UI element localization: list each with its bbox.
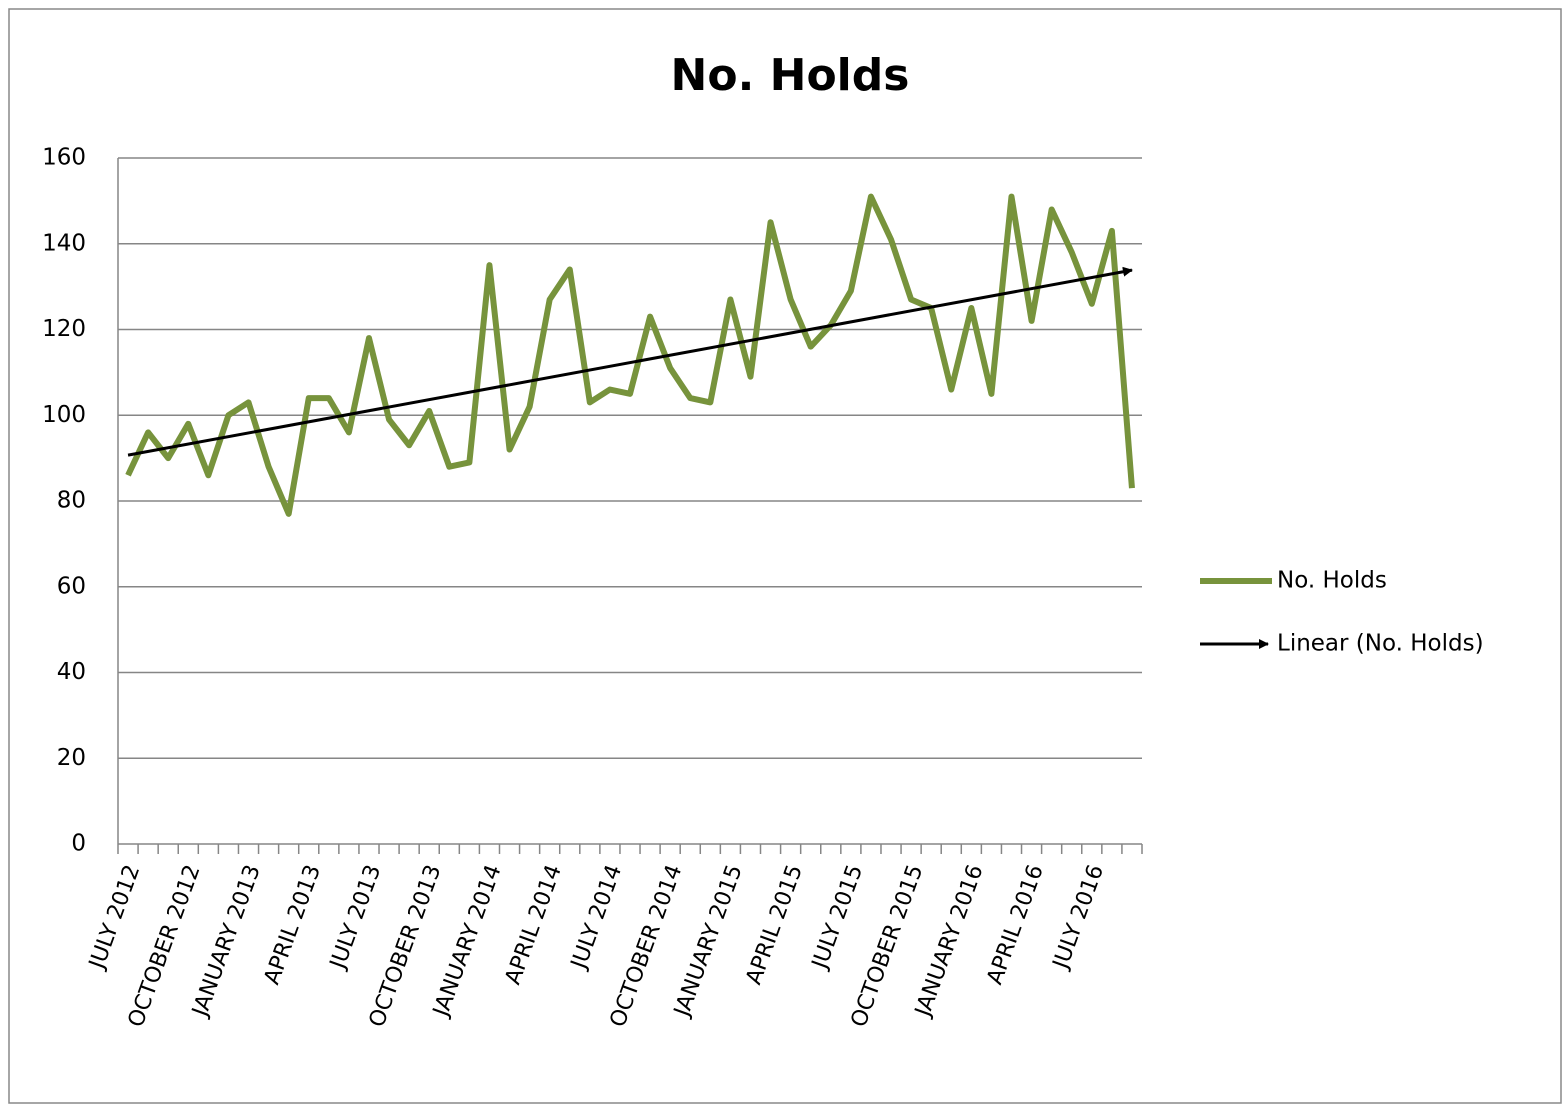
y-tick-label: 100 [42, 402, 86, 428]
y-tick-label: 20 [57, 745, 86, 771]
chart-border [8, 8, 1562, 1104]
y-tick-label: 80 [57, 488, 86, 514]
y-tick-label: 40 [57, 659, 86, 685]
y-tick-label: 120 [42, 316, 86, 342]
y-tick-label: 160 [42, 145, 86, 171]
trendline [127, 266, 1133, 457]
legend-label: No. Holds [1277, 568, 1387, 594]
y-tick-label: 0 [71, 831, 86, 857]
y-tick-label: 60 [57, 573, 86, 599]
y-tick-label: 140 [42, 230, 86, 256]
legend-label: Linear (No. Holds) [1277, 631, 1484, 657]
data-line [125, 193, 1135, 517]
chart-title: No. Holds [671, 50, 910, 101]
